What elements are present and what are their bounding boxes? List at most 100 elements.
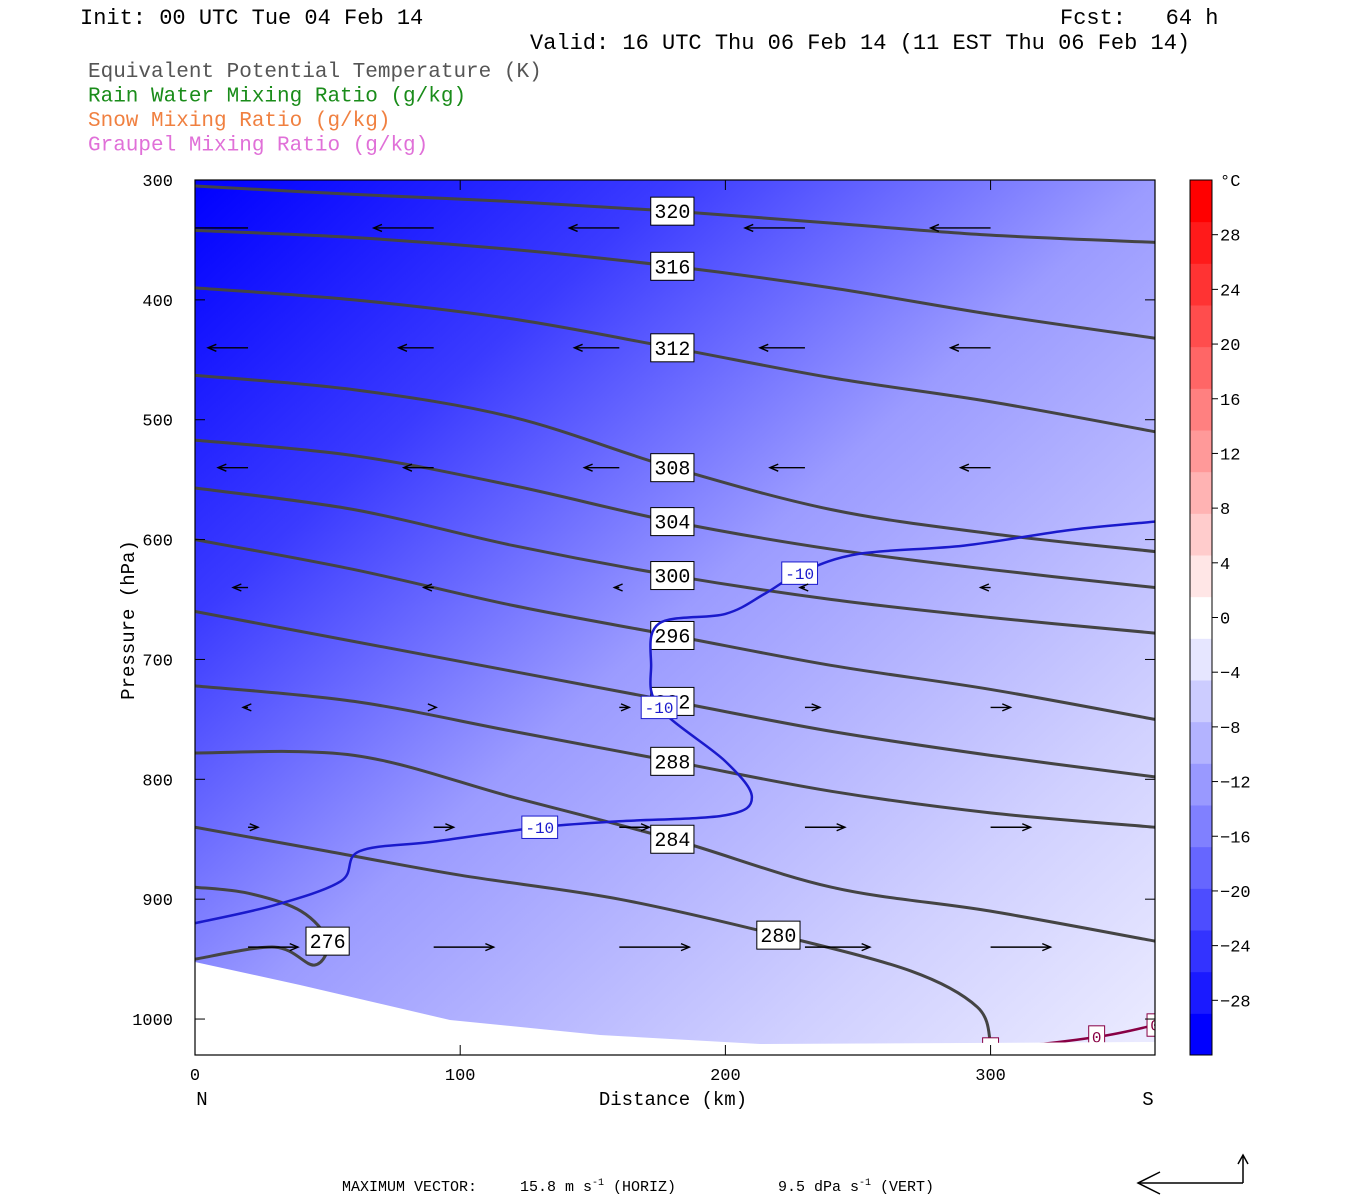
theta-e-label-box — [650, 251, 695, 281]
wind-vector-head — [396, 343, 408, 352]
wind-vector-head — [768, 463, 779, 472]
colorbar-tick-label: 0 — [1220, 611, 1230, 630]
wind-vector — [958, 463, 991, 472]
legend-item: Rain Water Mixing Ratio (g/kg) — [88, 86, 466, 109]
footer: MAXIMUM VECTOR: 15.8 m s-1 (HORIZ) 9.5 d… — [342, 1178, 934, 1196]
colorbar-tick-label: 20 — [1220, 337, 1240, 356]
x-tick-label: 0 — [190, 1067, 200, 1086]
theta-e-label: 296 — [654, 626, 690, 649]
theta-e-label-box — [650, 746, 695, 776]
y-tick-label: 800 — [142, 772, 173, 791]
colorbar-tick-label: −28 — [1220, 993, 1251, 1012]
wind-vector-head — [798, 583, 809, 592]
wind-vector-head — [680, 942, 692, 952]
y-tick-label: 900 — [142, 892, 173, 911]
wind-vector — [804, 942, 872, 952]
wind-vector-head — [758, 343, 769, 352]
x-end-label-right: S — [1142, 1089, 1153, 1111]
vert-vector-value: 9.5 dPa s-1 (VERT) — [778, 1178, 934, 1196]
colorbar-segment — [1190, 846, 1212, 889]
x-tick-label: 100 — [445, 1067, 476, 1086]
temperature-label: 0 — [1150, 1018, 1160, 1036]
colorbar-segment — [1190, 180, 1212, 223]
theta-e-label-box — [650, 196, 695, 226]
theta-e-contour — [195, 825, 993, 1044]
wind-vector-head — [241, 703, 252, 712]
wind-vector — [990, 823, 1033, 832]
plot-frame — [194, 179, 1156, 1056]
theta-e-label-box — [756, 920, 801, 950]
wind-vector-head — [582, 463, 593, 472]
reference-vector-icon — [1136, 1153, 1249, 1195]
wind-vector-head — [640, 823, 652, 832]
theta-e-label: 316 — [654, 257, 690, 280]
wind-vector — [612, 583, 623, 592]
legend-item: Snow Mixing Ratio (g/kg) — [88, 110, 390, 133]
colorbar-tick-label: 4 — [1220, 556, 1230, 575]
wind-vector — [241, 703, 252, 712]
y-axis-label: Pressure (hPa) — [118, 540, 140, 700]
valid-time: Valid: 16 UTC Thu 06 Feb 14 (11 EST Thu … — [530, 31, 1191, 56]
colorbar-segment — [1190, 346, 1212, 389]
wind-vector — [206, 343, 249, 352]
wind-vector-head — [928, 223, 940, 233]
wind-vector-head — [216, 463, 227, 472]
forecast-hour: Fcst: 64 h — [1060, 6, 1219, 31]
wind-vector-head — [421, 583, 433, 592]
colorbar-segment — [1190, 555, 1212, 598]
wind-vector — [401, 463, 434, 472]
wind-vector-head — [249, 823, 260, 832]
colorbar-tick-label: −24 — [1220, 939, 1251, 958]
wind-vector — [928, 223, 991, 233]
wind-vector-head — [948, 343, 960, 352]
wind-vector-head — [485, 942, 496, 952]
temperature-label-box — [521, 815, 559, 839]
colorbar-segment — [1190, 305, 1212, 348]
temperature-label: -10 — [525, 820, 554, 838]
wind-vector-head — [445, 823, 456, 832]
theta-e-label: 284 — [654, 830, 690, 853]
theta-e-label-box — [650, 507, 695, 537]
wind-vector-head — [1002, 703, 1013, 712]
colorbar-segment — [1190, 430, 1212, 473]
colorbar-segment — [1190, 596, 1212, 639]
colorbar-unit: °C — [1220, 173, 1240, 192]
colorbar-segment — [1190, 680, 1212, 723]
temperature-label-box — [781, 561, 819, 585]
colorbar-tick-label: −12 — [1220, 775, 1251, 794]
y-tick-label: 700 — [142, 652, 173, 671]
wind-vector-head — [1022, 823, 1033, 832]
wind-vector-head — [861, 942, 872, 952]
colorbar-tick-label: −20 — [1220, 884, 1251, 903]
colorbar-segment — [1190, 763, 1212, 806]
max-vector-label: MAXIMUM VECTOR: — [342, 1179, 477, 1196]
wind-vector-head — [958, 463, 970, 472]
y-tick-label: 500 — [142, 413, 173, 432]
colorbar-tick-label: −16 — [1220, 829, 1251, 848]
wind-vector — [582, 463, 620, 472]
wind-vector — [743, 223, 805, 233]
temperature-label: 0 — [1092, 1030, 1102, 1048]
colorbar-tick-label: −8 — [1220, 720, 1240, 739]
wind-vector — [248, 942, 300, 952]
y-tick-label: 600 — [142, 533, 173, 552]
wind-vector — [216, 463, 249, 472]
theta-e-label-box — [650, 561, 695, 591]
theta-e-label: 280 — [760, 926, 796, 949]
colorbar-segment — [1190, 471, 1212, 514]
wind-vector — [619, 703, 632, 712]
wind-vector-head — [231, 583, 242, 592]
x-end-label-left: N — [196, 1089, 207, 1111]
theta-e-label-box — [650, 620, 695, 650]
wind-vector-head — [811, 703, 822, 712]
temperature-label-box — [640, 695, 678, 720]
theta-e-label: 312 — [654, 339, 690, 362]
wind-vector — [572, 343, 620, 352]
wind-vector — [948, 343, 991, 352]
init-time: Init: 00 UTC Tue 04 Feb 14 — [80, 6, 424, 31]
wind-vector — [433, 823, 456, 832]
wind-vector-head — [836, 823, 847, 832]
wind-vector — [248, 823, 260, 832]
colorbar-segment — [1190, 388, 1212, 431]
